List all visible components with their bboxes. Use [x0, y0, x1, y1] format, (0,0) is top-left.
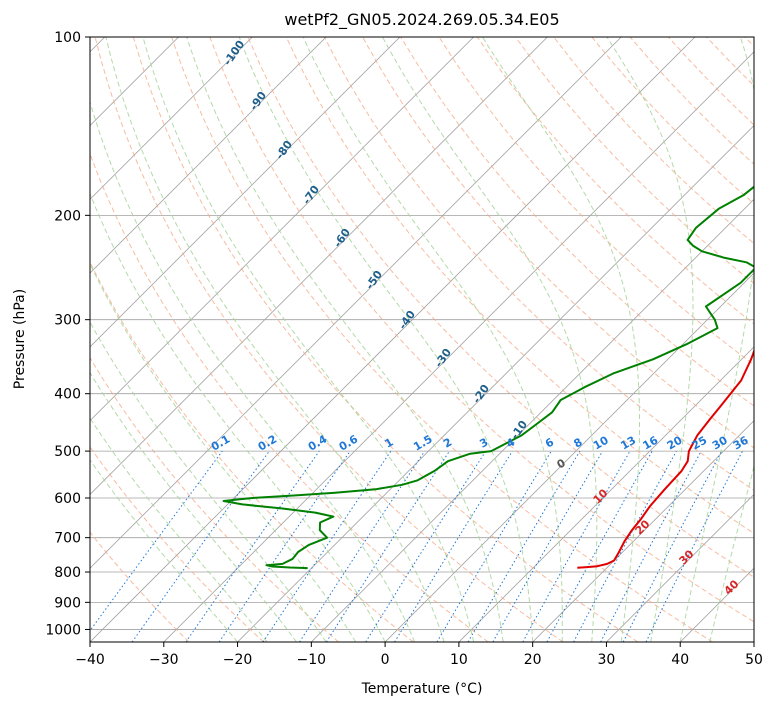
y-tick-label: 400	[54, 387, 81, 403]
dry-adiabat-line	[285, 37, 754, 535]
moist-adiabat-line	[90, 192, 386, 642]
y-tick-label: 100	[54, 30, 81, 46]
dry-adiabat-line	[171, 37, 713, 642]
y-tick-label: 500	[54, 444, 81, 460]
x-tick-label: −20	[223, 652, 253, 668]
plot-area: 0.1 0.2 0.4 0.6 1 1.5 2 3 4 6 8 10 13 16 20 25 30 36-100-…	[90, 37, 754, 642]
moist-adiabat-line	[606, 37, 694, 642]
x-tick-label: 50	[745, 652, 763, 668]
mixing-ratio-line	[262, 450, 392, 642]
isotherms	[90, 37, 754, 642]
mixing-ratio-line	[185, 450, 320, 642]
moist-adiabat-line	[90, 459, 238, 642]
isotherm-line	[237, 124, 754, 642]
x-axis: −40 −30 −20 −10 0 10 20 30 40 50	[75, 642, 763, 668]
mixing-ratio-line	[90, 450, 223, 632]
dry-adiabat-line	[209, 37, 754, 623]
isotherm-line	[90, 37, 474, 422]
y-axis: 100 200 300 400 500 600 700 800 900 1000	[45, 30, 90, 638]
y-tick-label: 200	[54, 208, 81, 224]
dry-adiabat-line	[90, 531, 190, 642]
dry-adiabat-line	[323, 37, 754, 491]
x-tick-label: 40	[671, 652, 689, 668]
moist-adiabat-line	[90, 321, 327, 642]
dry-adiabat-line	[515, 37, 754, 285]
y-tick-label: 300	[54, 313, 81, 329]
dry-adiabat-line	[438, 37, 754, 366]
isotherm-line	[90, 37, 253, 200]
x-tick-label: −10	[297, 652, 327, 668]
dry-adiabats	[90, 37, 754, 642]
sounding-series	[222, 185, 754, 570]
moist-adiabat-line	[302, 37, 563, 642]
dry-adiabat-line	[90, 446, 265, 642]
x-tick-label: 10	[450, 652, 468, 668]
isotherm-line	[606, 493, 754, 642]
y-tick-label: 900	[54, 595, 81, 611]
isotherm-line	[90, 37, 401, 348]
x-tick-label: −40	[75, 652, 105, 668]
moist-adiabats	[90, 37, 754, 642]
y-tick-label: 700	[54, 531, 81, 547]
dry-adiabat-line	[362, 37, 754, 449]
isotherm-line	[90, 37, 548, 496]
dry-adiabat-line	[132, 37, 639, 642]
mixing-ratio-line	[394, 450, 513, 642]
mixing-ratio-lines	[90, 450, 743, 642]
moist-adiabat-line	[709, 464, 754, 642]
isotherm-line	[384, 272, 754, 642]
mixing-ratio-line	[325, 450, 450, 642]
dry-adiabat-line	[90, 260, 414, 642]
x-tick-label: 20	[524, 652, 542, 668]
mixing-ratio-line	[645, 450, 743, 642]
moist-adiabat-line	[186, 37, 504, 642]
isotherm-line	[90, 37, 696, 642]
y-axis-label: Pressure (hPa)	[12, 289, 28, 389]
y-tick-label: 800	[54, 565, 81, 581]
moist-adiabat-line	[382, 37, 598, 642]
x-tick-label: −30	[149, 652, 179, 668]
moist-adiabat-line	[142, 37, 475, 642]
mixing-ratio-line	[299, 450, 426, 642]
x-axis-label: Temperature (°C)	[361, 681, 483, 697]
isotherm-line	[163, 51, 754, 642]
x-tick-label: 0	[381, 652, 390, 668]
mixing-ratio-line	[522, 450, 631, 642]
chart-title: wetPf2_GN05.2024.269.05.34.E05	[284, 10, 559, 30]
dry-adiabat-line	[90, 356, 339, 642]
isotherm-line	[458, 346, 754, 642]
mixing-ratio-line	[218, 450, 351, 642]
moist-adiabat-line	[90, 371, 297, 642]
plot-frame	[89, 36, 755, 643]
x-tick-label: 30	[598, 652, 616, 668]
moist-adiabat-line	[90, 262, 357, 642]
moist-adiabat-line	[90, 417, 268, 642]
mixing-ratio-line	[573, 450, 677, 642]
isotherm-line	[90, 37, 327, 274]
moist-adiabat-line	[238, 37, 534, 642]
y-tick-label: 1000	[45, 622, 81, 638]
temperature-profile-line	[577, 348, 754, 569]
moist-adiabat-line	[105, 37, 445, 642]
dewpoint-profile-line	[222, 185, 754, 570]
dry-adiabat-line	[90, 152, 489, 642]
moist-adiabat-line	[679, 37, 754, 642]
mixing-ratio-line	[546, 450, 653, 642]
isotherm-line	[532, 420, 754, 642]
mixing-ratio-line	[131, 450, 270, 642]
moist-adiabat-line	[482, 37, 640, 642]
dry-adiabat-line	[94, 37, 564, 642]
pressure-gridlines	[90, 37, 754, 630]
isotherm-line	[90, 37, 622, 569]
y-tick-label: 600	[54, 491, 81, 507]
